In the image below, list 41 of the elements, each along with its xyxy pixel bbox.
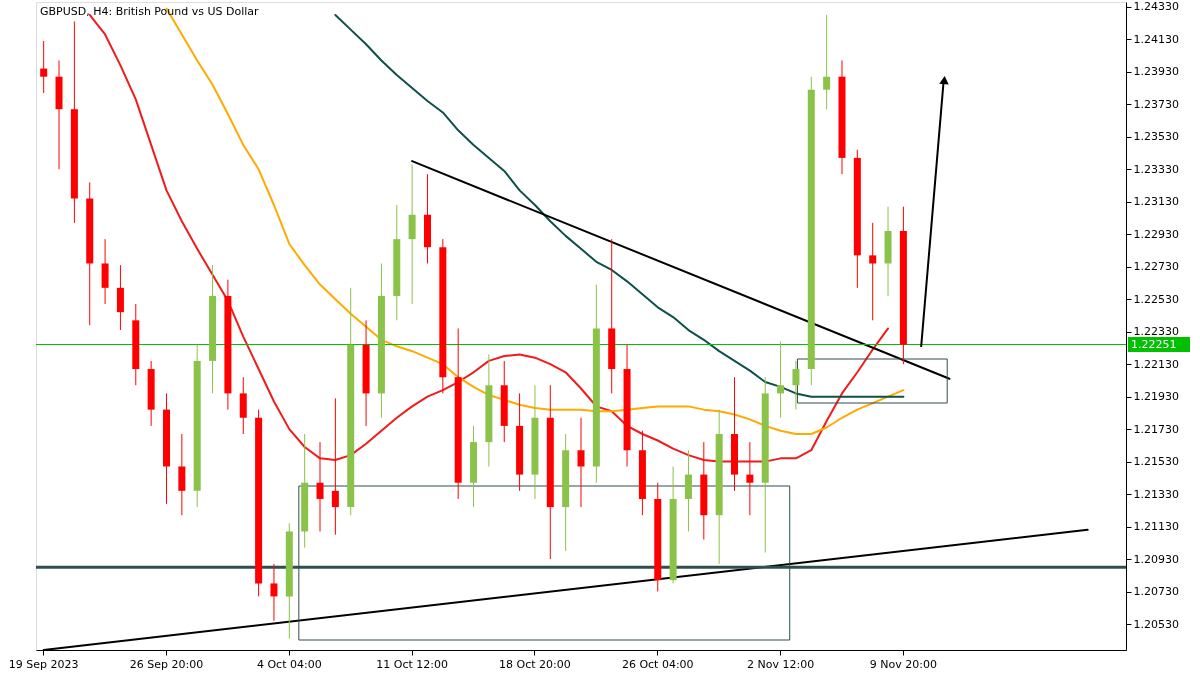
y-tick-label: 1.21730 — [1133, 422, 1179, 436]
x-tick-label: 18 Oct 20:00 — [499, 657, 571, 671]
x-tick-label: 9 Nov 20:00 — [869, 657, 937, 671]
x-tick-label: 2 Nov 12:00 — [746, 657, 815, 671]
candlestick — [270, 563, 278, 622]
y-tick-label: 1.22330 — [1133, 325, 1179, 339]
ref-line-label: 1.22251 — [1131, 337, 1177, 351]
y-tick-label: 1.21930 — [1133, 390, 1179, 404]
x-tick-label: 26 Oct 04:00 — [621, 657, 694, 671]
y-tick-label: 1.23130 — [1133, 195, 1179, 209]
candlestick — [331, 397, 339, 536]
y-tick-label: 1.23930 — [1133, 65, 1179, 79]
y-tick-label: 1.24330 — [1133, 0, 1179, 14]
line-series — [88, 13, 890, 463]
y-tick-label: 1.21530 — [1133, 455, 1179, 469]
line-series — [334, 13, 905, 398]
y-tick-label: 1.23330 — [1133, 162, 1179, 176]
candlestick — [746, 441, 754, 516]
y-tick-label: 1.22930 — [1133, 227, 1179, 241]
x-tick-label: 4 Oct 04:00 — [256, 657, 322, 671]
candlestick — [777, 340, 785, 419]
candlestick — [792, 360, 800, 411]
y-tick-label: 1.24130 — [1133, 32, 1179, 46]
candlestick — [577, 417, 585, 508]
candlestick — [40, 40, 48, 94]
y-tick-label: 1.23730 — [1133, 97, 1179, 111]
y-tick-label: 1.22130 — [1133, 357, 1179, 371]
candlestick — [823, 14, 831, 110]
y-tick-label: 1.21330 — [1133, 487, 1179, 501]
candlestick — [869, 222, 877, 321]
x-tick-label: 11 Oct 12:00 — [376, 657, 448, 671]
y-tick-label: 1.22530 — [1133, 292, 1179, 306]
x-tick-label: 19 Sep 2023 — [8, 657, 79, 671]
y-tick-label: 1.23530 — [1133, 130, 1179, 144]
y-tick-label: 1.20530 — [1133, 617, 1179, 631]
y-tick-label: 1.22730 — [1133, 260, 1179, 274]
y-tick-label: 1.20930 — [1133, 552, 1179, 566]
candlestick — [316, 441, 324, 532]
x-tick-label: 26 Sep 20:00 — [129, 657, 204, 671]
y-tick-label: 1.20730 — [1133, 585, 1179, 599]
y-tick-label: 1.21130 — [1133, 520, 1179, 534]
